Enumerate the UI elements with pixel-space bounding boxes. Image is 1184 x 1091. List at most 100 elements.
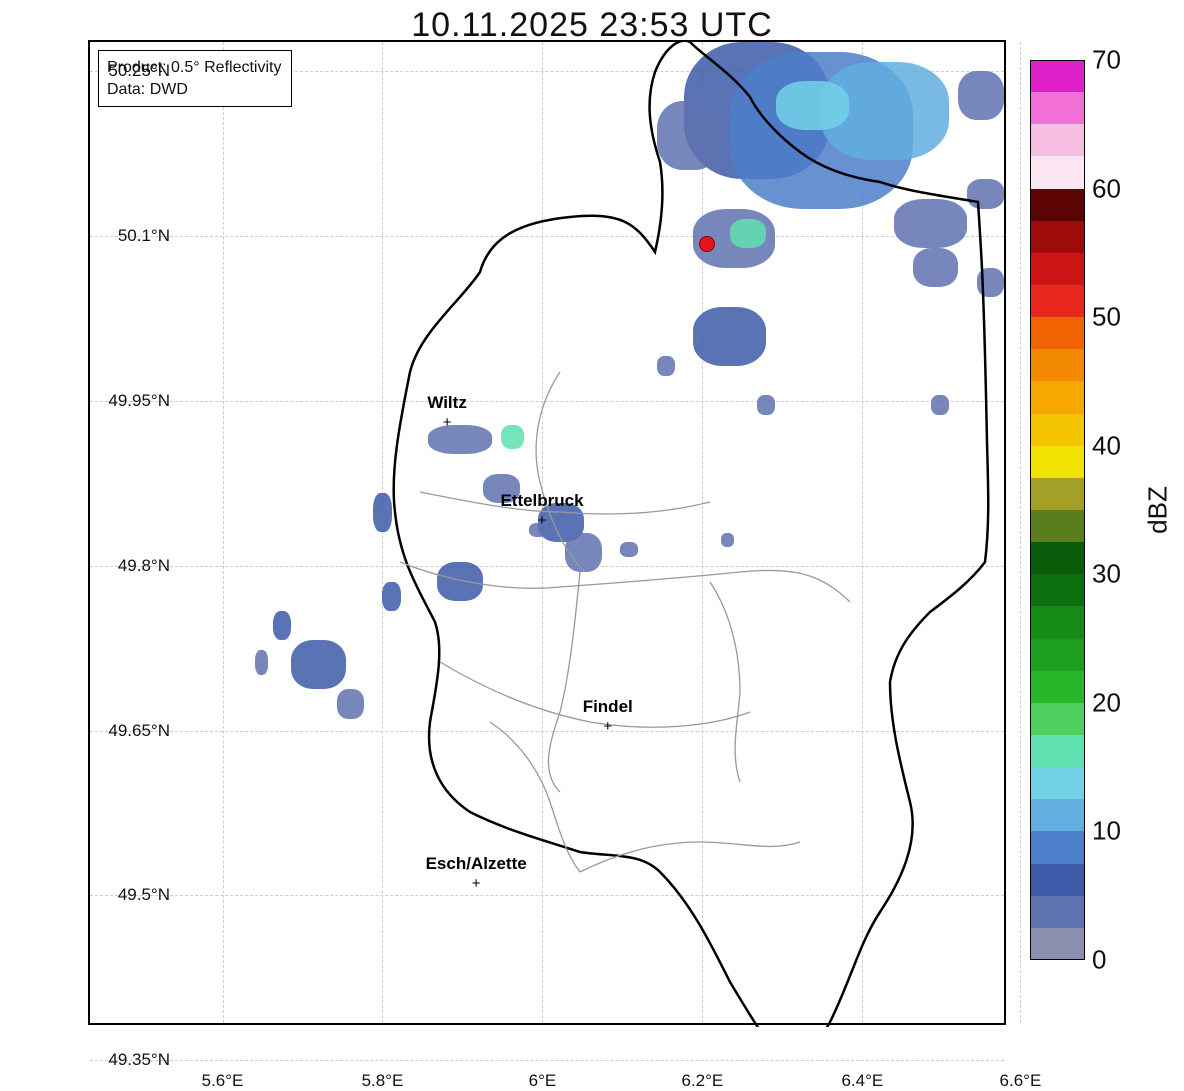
colorbar-segment-57.5-60: [1030, 189, 1085, 221]
radar-reflectivity-patch: [382, 582, 400, 611]
radar-reflectivity-patch: [967, 179, 1004, 208]
colorbar-segment-2.5-5: [1030, 896, 1085, 928]
radar-reflectivity-patch: [894, 199, 967, 248]
ytick-label: 49.95°N: [90, 391, 170, 411]
colorbar-segment-55-57.5: [1030, 221, 1085, 253]
radar-reflectivity-patch: [730, 219, 767, 248]
colorbar-segment-32.5-35: [1030, 510, 1085, 542]
colorbar-segment-37.5-40: [1030, 446, 1085, 478]
colorbar-segment-27.5-30: [1030, 574, 1085, 606]
cb-tick-0: 0: [1092, 945, 1106, 976]
ytick-label: 49.8°N: [90, 556, 170, 576]
xtick-label: 6.2°E: [672, 1071, 732, 1091]
gridline-vertical: [862, 42, 863, 1023]
colorbar-segment-20-22.5: [1030, 671, 1085, 703]
colorbar-segment-30-32.5: [1030, 542, 1085, 574]
radar-reflectivity-patch: [757, 395, 775, 415]
gridline-vertical: [702, 42, 703, 1023]
product-info-line2: Data: DWD: [107, 79, 281, 101]
gridline-vertical: [1020, 42, 1021, 1023]
city-marker-findel[interactable]: Findel +: [583, 699, 633, 734]
colorbar-segment-25-27.5: [1030, 606, 1085, 638]
radar-reflectivity-patch: [437, 562, 483, 601]
cb-tick-10: 10: [1092, 816, 1121, 847]
colorbar: 0 10 20 30 40 50 60 70 dBZ: [1030, 60, 1090, 960]
radar-reflectivity-patch: [776, 81, 849, 130]
ytick-label: 49.35°N: [90, 1050, 170, 1070]
cb-tick-20: 20: [1092, 688, 1121, 719]
xtick-label: 6°E: [512, 1071, 572, 1091]
cb-tick-40: 40: [1092, 431, 1121, 462]
radar-reflectivity-patch: [730, 52, 913, 209]
radar-reflectivity-patch: [255, 650, 269, 675]
radar-reflectivity-patch: [620, 542, 638, 557]
ytick-label: 50.1°N: [90, 226, 170, 246]
colorbar-segment-65-67.5: [1030, 92, 1085, 124]
city-label-wiltz: Wiltz: [427, 393, 467, 413]
colorbar-segment-47.5-50: [1030, 317, 1085, 349]
radar-reflectivity-patch: [931, 395, 949, 415]
radar-reflectivity-patch: [337, 689, 364, 718]
radar-reflectivity-patch: [501, 425, 524, 450]
radar-reflectivity-patch: [977, 268, 1004, 297]
ytick-label: 49.65°N: [90, 721, 170, 741]
radar-reflectivity-patch: [291, 640, 346, 689]
city-marker-wiltz[interactable]: Wiltz +: [427, 395, 467, 430]
radar-reflectivity-patch: [913, 248, 959, 287]
xtick-label: 6.4°E: [832, 1071, 892, 1091]
colorbar-segment-35-37.5: [1030, 478, 1085, 510]
radar-reflectivity-patch: [684, 42, 830, 179]
colorbar-segment-40-42.5: [1030, 414, 1085, 446]
colorbar-segment-62.5-65: [1030, 124, 1085, 156]
colorbar-segment-7.5-10: [1030, 831, 1085, 863]
gridline-horizontal: [90, 566, 1004, 567]
radar-reflectivity-patch: [958, 71, 1004, 120]
plot-area: Product: 0.5° Reflectivity Data: DWD: [88, 40, 1006, 1025]
gridline-horizontal: [90, 731, 1004, 732]
gridline-horizontal: [90, 401, 1004, 402]
radar-reflectivity-patch: [821, 62, 949, 160]
colorbar-title-label: dBZ: [1143, 486, 1174, 534]
gridline-vertical: [223, 42, 224, 1023]
colorbar-segment-50-52.5: [1030, 285, 1085, 317]
xtick-label: 5.8°E: [352, 1071, 412, 1091]
xtick-label: 6.6°E: [990, 1071, 1050, 1091]
radar-map-root: 10.11.2025 23:53 UTC Product: 0.5° Refle…: [0, 0, 1184, 1081]
colorbar-segment-17.5-20: [1030, 703, 1085, 735]
cb-tick-70: 70: [1092, 45, 1121, 76]
ytick-label: 50.25°N: [90, 61, 170, 81]
radar-reflectivity-patch: [273, 611, 291, 640]
radar-reflectivity-patch: [693, 307, 766, 366]
colorbar-segment-52.5-55: [1030, 253, 1085, 285]
radar-reflectivity-patch: [657, 356, 675, 376]
city-label-ettelbruck: Ettelbruck: [500, 491, 583, 511]
luxembourg-country-border: [90, 42, 1008, 1027]
ytick-label: 49.5°N: [90, 885, 170, 905]
colorbar-segment-60-62.5: [1030, 156, 1085, 188]
colorbar-segment-12.5-15: [1030, 767, 1085, 799]
radar-reflectivity-patch: [657, 101, 721, 170]
radar-reflectivity-patch: [721, 533, 735, 548]
gridline-vertical: [382, 42, 383, 1023]
district-borders: [90, 42, 1008, 1027]
red-point-marker[interactable]: [699, 236, 715, 252]
city-label-findel: Findel: [583, 697, 633, 717]
gridline-vertical: [542, 42, 543, 1023]
city-marker-esch-alzette[interactable]: Esch/Alzette +: [426, 856, 527, 891]
gridline-horizontal: [90, 895, 1004, 896]
city-cross-icon-wiltz: +: [427, 415, 467, 430]
cb-tick-30: 30: [1092, 559, 1121, 590]
city-cross-icon-findel: +: [583, 719, 633, 734]
xtick-label: 5.6°E: [193, 1071, 253, 1091]
cb-tick-60: 60: [1092, 174, 1121, 205]
colorbar-segment-15-17.5: [1030, 735, 1085, 767]
colorbar-segment-0-2.5: [1030, 928, 1085, 960]
city-label-esch-alzette: Esch/Alzette: [426, 854, 527, 874]
gridline-horizontal: [90, 236, 1004, 237]
colorbar-segment-5-7.5: [1030, 864, 1085, 896]
colorbar-segment-67.5-70: [1030, 60, 1085, 92]
city-marker-ettelbruck[interactable]: Ettelbruck +: [500, 493, 583, 528]
city-cross-icon-esch-alzette: +: [426, 876, 527, 891]
gridline-horizontal: [90, 1060, 1004, 1061]
colorbar-segment-10-12.5: [1030, 799, 1085, 831]
